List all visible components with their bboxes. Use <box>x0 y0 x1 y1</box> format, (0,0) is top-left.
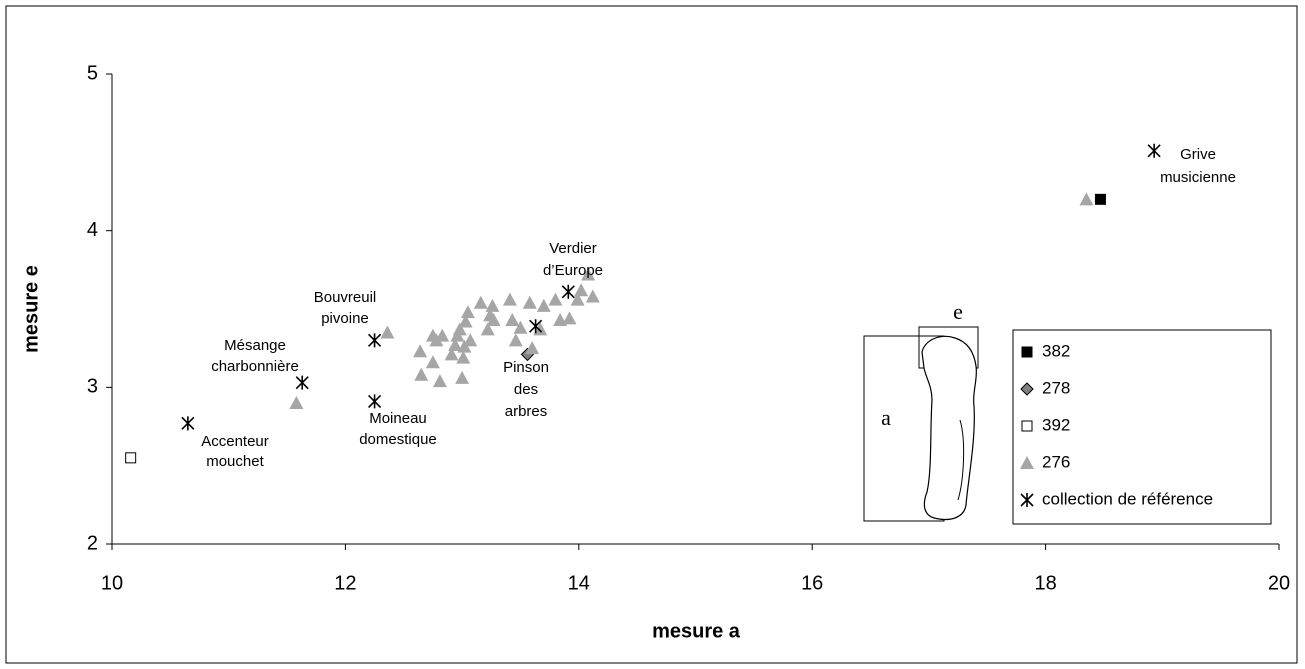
bone-detail <box>957 419 965 501</box>
x-tick-label: 10 <box>101 572 123 594</box>
legend-label: 382 <box>1042 341 1070 360</box>
legend-box <box>1012 329 1272 525</box>
point <box>513 320 528 334</box>
y-axis-title: mesure e <box>20 265 42 353</box>
point <box>533 322 548 336</box>
legend-label: 392 <box>1042 415 1070 434</box>
point <box>485 298 500 312</box>
annotation: musicienne <box>1160 169 1236 186</box>
y-tick-label: 4 <box>87 219 98 241</box>
annotation: Verdier <box>549 240 597 257</box>
specimen-figure: a e <box>863 299 979 522</box>
x-tick-label: 18 <box>1034 572 1056 594</box>
point <box>444 347 459 361</box>
point <box>502 292 517 306</box>
point <box>1021 346 1033 358</box>
x-axis-title: mesure a <box>652 620 741 642</box>
point <box>561 284 575 299</box>
point <box>414 367 429 381</box>
point <box>380 325 395 339</box>
point <box>435 328 450 342</box>
y-tick-label: 2 <box>87 532 98 554</box>
annotation: Mésange <box>224 337 286 354</box>
point <box>585 289 600 303</box>
point <box>480 322 495 336</box>
point <box>570 292 585 306</box>
point <box>574 283 589 297</box>
annotation: mouchet <box>206 453 264 470</box>
point <box>455 370 470 384</box>
figure-label-a: a <box>881 405 891 430</box>
point <box>525 341 540 355</box>
annotation: charbonnière <box>211 358 299 375</box>
point <box>413 344 428 358</box>
annotation: arbres <box>505 403 548 420</box>
point <box>1094 193 1106 205</box>
figure-label-e: e <box>953 299 963 324</box>
y-tick-label: 3 <box>87 376 98 398</box>
point <box>508 333 523 347</box>
point <box>125 452 137 464</box>
x-tick-label: 20 <box>1268 572 1290 594</box>
annotation: pivoine <box>321 310 369 327</box>
annotation: Grive <box>1180 146 1216 163</box>
point <box>473 295 488 309</box>
point <box>368 333 382 348</box>
point <box>1020 493 1034 507</box>
legend-label: 276 <box>1042 452 1070 471</box>
point <box>448 338 463 352</box>
point <box>452 322 467 336</box>
point <box>368 394 382 409</box>
annotation: Pinson <box>503 359 549 376</box>
y-tick-label: 5 <box>87 62 98 84</box>
annotation: Accenteur <box>201 433 269 450</box>
annotation: domestique <box>359 431 437 448</box>
point <box>505 312 520 326</box>
point <box>548 292 563 306</box>
legend-label: 278 <box>1042 378 1070 397</box>
point <box>460 305 475 319</box>
point <box>562 311 577 325</box>
point <box>425 355 440 369</box>
annotation: des <box>514 381 538 398</box>
annotation: Bouvreuil <box>314 289 377 306</box>
point <box>529 319 543 334</box>
point <box>581 267 596 281</box>
point <box>536 298 551 312</box>
point <box>1147 143 1161 158</box>
legend-label: collection de référence <box>1042 489 1213 508</box>
annotation: Moineau <box>369 410 427 427</box>
point <box>522 295 537 309</box>
point <box>181 416 195 431</box>
point <box>289 396 304 409</box>
point <box>432 374 447 388</box>
point <box>1020 456 1034 469</box>
point <box>1079 192 1094 206</box>
annotation: d’Europe <box>543 262 603 279</box>
point <box>463 333 478 347</box>
point <box>295 375 309 390</box>
point <box>456 350 471 364</box>
point <box>486 312 501 326</box>
point <box>1020 382 1034 396</box>
x-tick-label: 16 <box>801 572 823 594</box>
point <box>1021 420 1033 432</box>
x-tick-label: 14 <box>568 572 590 594</box>
x-tick-label: 12 <box>334 572 356 594</box>
point <box>458 314 473 328</box>
